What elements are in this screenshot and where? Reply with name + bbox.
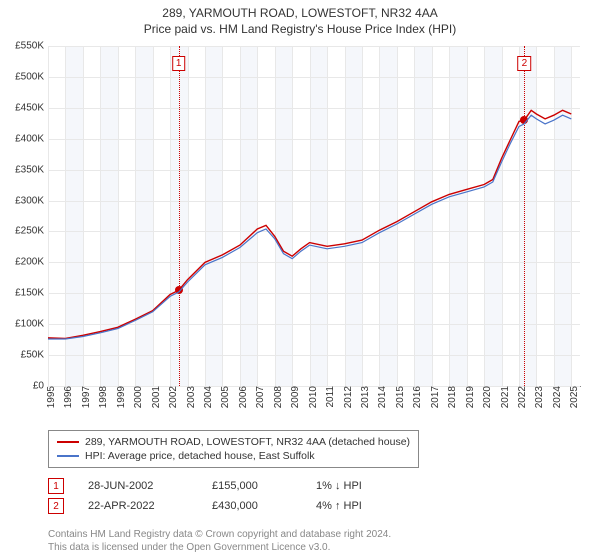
x-tick-label: 2011 [323, 386, 336, 408]
line-series [48, 46, 580, 386]
x-tick-label: 2024 [550, 386, 563, 408]
sale-diff: 4% ↑ HPI [316, 500, 406, 512]
x-tick-label: 1999 [114, 386, 127, 408]
sales-table: 1 28-JUN-2002 £155,000 1% ↓ HPI 2 22-APR-2022… [48, 476, 406, 516]
x-tick-label: 2015 [393, 386, 406, 408]
series-hpi [48, 115, 571, 339]
sale-diff: 1% ↓ HPI [316, 480, 406, 492]
y-tick-label: £500K [15, 71, 48, 82]
x-tick-label: 2010 [306, 386, 319, 408]
sale-date: 28-JUN-2002 [88, 480, 188, 492]
legend-label: HPI: Average price, detached house, East… [85, 450, 315, 462]
x-tick-label: 2007 [253, 386, 266, 408]
sale-price: £430,000 [212, 500, 292, 512]
x-tick-label: 2000 [131, 386, 144, 408]
y-tick-label: £50K [21, 350, 48, 361]
y-tick-label: £400K [15, 133, 48, 144]
y-tick-label: £250K [15, 226, 48, 237]
attribution: Contains HM Land Registry data © Crown c… [48, 529, 391, 554]
y-tick-label: £150K [15, 288, 48, 299]
x-tick-label: 2021 [498, 386, 511, 408]
x-tick-label: 2002 [166, 386, 179, 408]
x-tick-label: 2018 [445, 386, 458, 408]
x-tick-label: 2023 [532, 386, 545, 408]
x-tick-label: 1996 [61, 386, 74, 408]
legend-item: HPI: Average price, detached house, East… [57, 449, 410, 463]
x-tick-label: 2009 [288, 386, 301, 408]
y-tick-label: £450K [15, 102, 48, 113]
page-title: 289, YARMOUTH ROAD, LOWESTOFT, NR32 4AA [0, 0, 600, 20]
x-tick-label: 1997 [79, 386, 92, 408]
y-tick-label: £550K [15, 41, 48, 52]
x-tick-label: 2016 [410, 386, 423, 408]
x-tick-label: 2013 [358, 386, 371, 408]
y-tick-label: £300K [15, 195, 48, 206]
sale-row: 2 22-APR-2022 £430,000 4% ↑ HPI [48, 496, 406, 516]
legend: 289, YARMOUTH ROAD, LOWESTOFT, NR32 4AA … [48, 430, 419, 468]
sale-date: 22-APR-2022 [88, 500, 188, 512]
y-tick-label: £200K [15, 257, 48, 268]
attribution-line: This data is licensed under the Open Gov… [48, 542, 391, 555]
page-subtitle: Price paid vs. HM Land Registry's House … [0, 20, 600, 40]
series-subject [48, 110, 571, 338]
sale-badge: 2 [48, 498, 64, 514]
sale-price: £155,000 [212, 480, 292, 492]
x-tick-label: 2006 [236, 386, 249, 408]
sale-row: 1 28-JUN-2002 £155,000 1% ↓ HPI [48, 476, 406, 496]
x-tick-label: 1995 [44, 386, 57, 408]
x-tick-label: 2025 [567, 386, 580, 408]
legend-item: 289, YARMOUTH ROAD, LOWESTOFT, NR32 4AA … [57, 435, 410, 449]
legend-label: 289, YARMOUTH ROAD, LOWESTOFT, NR32 4AA … [85, 436, 410, 448]
y-tick-label: £350K [15, 164, 48, 175]
x-tick-label: 2014 [375, 386, 388, 408]
x-tick-label: 2019 [463, 386, 476, 408]
x-tick-label: 2001 [149, 386, 162, 408]
chart: £0£50K£100K£150K£200K£250K£300K£350K£400… [48, 46, 580, 386]
sale-badge: 1 [48, 478, 64, 494]
legend-swatch [57, 441, 79, 443]
x-tick-label: 2003 [184, 386, 197, 408]
x-tick-label: 2005 [218, 386, 231, 408]
x-tick-label: 2020 [480, 386, 493, 408]
y-tick-label: £100K [15, 319, 48, 330]
x-tick-label: 1998 [96, 386, 109, 408]
attribution-line: Contains HM Land Registry data © Crown c… [48, 529, 391, 542]
x-tick-label: 2022 [515, 386, 528, 408]
x-tick-label: 2008 [271, 386, 284, 408]
x-tick-label: 2017 [428, 386, 441, 408]
legend-swatch [57, 455, 79, 457]
x-tick-label: 2012 [341, 386, 354, 408]
x-tick-label: 2004 [201, 386, 214, 408]
